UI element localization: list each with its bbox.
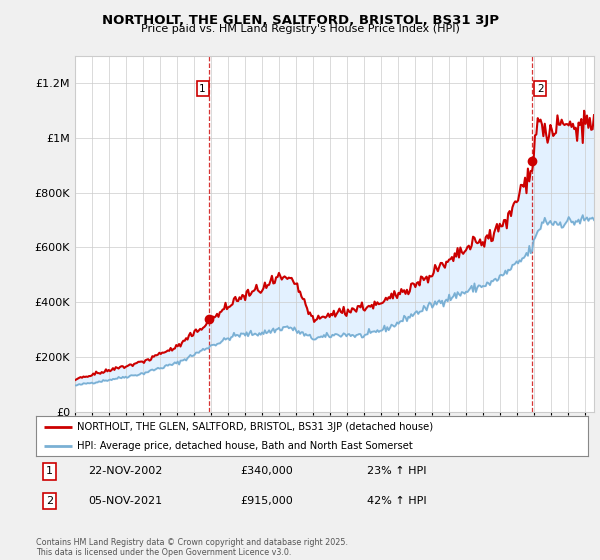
Text: 1: 1 bbox=[199, 84, 206, 94]
Text: Contains HM Land Registry data © Crown copyright and database right 2025.
This d: Contains HM Land Registry data © Crown c… bbox=[36, 538, 348, 557]
Text: 2: 2 bbox=[46, 496, 53, 506]
Text: NORTHOLT, THE GLEN, SALTFORD, BRISTOL, BS31 3JP: NORTHOLT, THE GLEN, SALTFORD, BRISTOL, B… bbox=[101, 14, 499, 27]
Text: HPI: Average price, detached house, Bath and North East Somerset: HPI: Average price, detached house, Bath… bbox=[77, 441, 413, 451]
Text: 23% ↑ HPI: 23% ↑ HPI bbox=[367, 466, 427, 477]
Text: Price paid vs. HM Land Registry's House Price Index (HPI): Price paid vs. HM Land Registry's House … bbox=[140, 24, 460, 34]
Text: £340,000: £340,000 bbox=[240, 466, 293, 477]
Text: 22-NOV-2002: 22-NOV-2002 bbox=[88, 466, 163, 477]
Text: 1: 1 bbox=[46, 466, 53, 477]
Text: 42% ↑ HPI: 42% ↑ HPI bbox=[367, 496, 427, 506]
Text: £915,000: £915,000 bbox=[240, 496, 293, 506]
Text: 05-NOV-2021: 05-NOV-2021 bbox=[88, 496, 163, 506]
Text: NORTHOLT, THE GLEN, SALTFORD, BRISTOL, BS31 3JP (detached house): NORTHOLT, THE GLEN, SALTFORD, BRISTOL, B… bbox=[77, 422, 434, 432]
Text: 2: 2 bbox=[537, 84, 544, 94]
